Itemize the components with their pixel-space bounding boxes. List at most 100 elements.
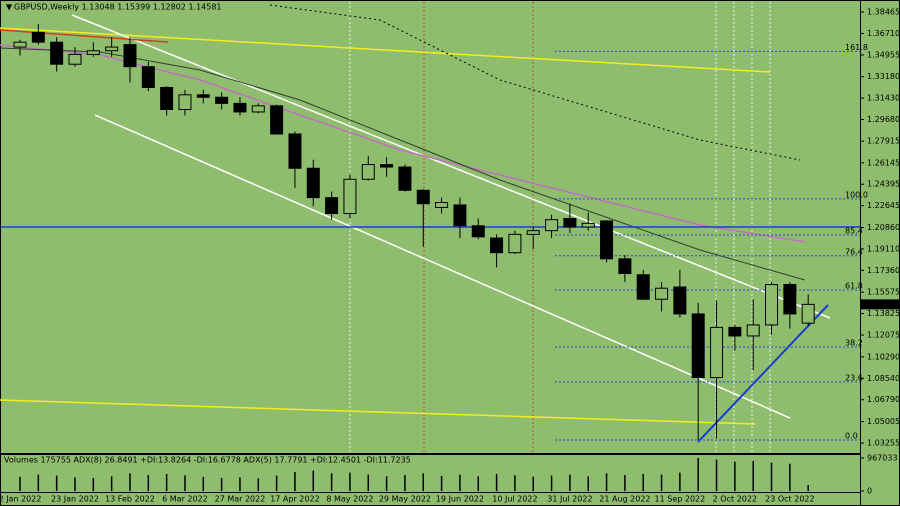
candle-body bbox=[233, 102, 247, 113]
candle-body bbox=[765, 284, 779, 326]
x-tick-label: 2 Oct 2022 bbox=[713, 495, 757, 504]
y-tick-label: 1.38465 bbox=[867, 7, 900, 16]
trendline bbox=[0, 399, 756, 425]
candle-body bbox=[563, 217, 577, 228]
title-marker: ▼ bbox=[6, 3, 13, 12]
x-tick-label: 29 May 2022 bbox=[379, 495, 431, 504]
y-tick-label: 1.19110 bbox=[867, 244, 900, 253]
candle-body bbox=[86, 50, 100, 55]
volume-label: Volumes 175755 ADX(8) 26.8491 +DI:13.826… bbox=[4, 456, 411, 465]
x-tick-label: 27 Mar 2022 bbox=[215, 495, 266, 504]
candle-body bbox=[251, 105, 265, 113]
y-tick-label: 1.29680 bbox=[867, 115, 900, 124]
y-tick-label: 1.17360 bbox=[867, 266, 900, 275]
x-tick-label: 8 May 2022 bbox=[326, 495, 373, 504]
fib-label: 0.0 bbox=[845, 432, 858, 441]
candle-body bbox=[801, 303, 815, 324]
y-tick-label: 1.20860 bbox=[867, 223, 900, 232]
candle-body bbox=[746, 324, 760, 337]
y-tick-label: 1.13825 bbox=[867, 309, 900, 318]
candle-body bbox=[123, 44, 137, 68]
candle-body bbox=[178, 94, 192, 110]
y-tick-label: 1.03255 bbox=[867, 439, 900, 448]
y-tick-label: 1.36710 bbox=[867, 29, 900, 38]
candle-body bbox=[196, 94, 210, 98]
candle-body bbox=[490, 237, 504, 254]
candle-body bbox=[31, 31, 45, 43]
candle-body bbox=[141, 66, 155, 88]
candle-body bbox=[50, 41, 64, 65]
channel-line bbox=[71, 14, 831, 319]
volume-tick-label: 0 bbox=[867, 487, 872, 496]
x-tick-label: 6 Mar 2022 bbox=[162, 495, 208, 504]
candle-body bbox=[416, 189, 430, 205]
last-price-label: 1.14581 bbox=[865, 300, 898, 309]
candle-body bbox=[453, 204, 467, 227]
candle-body bbox=[13, 41, 27, 48]
candle-body bbox=[270, 105, 284, 135]
x-tick-label: 11 Sep 2022 bbox=[655, 495, 706, 504]
candle-body bbox=[710, 326, 724, 379]
x-tick-label: 31 Jul 2022 bbox=[547, 495, 592, 504]
last-price-box bbox=[861, 299, 899, 310]
candle-body bbox=[361, 164, 375, 180]
x-tick-label: 19 Jun 2022 bbox=[436, 495, 484, 504]
candle-body bbox=[471, 225, 485, 238]
candle-body bbox=[600, 220, 614, 260]
y-tick-label: 1.06790 bbox=[867, 395, 900, 404]
y-tick-label: 1.26145 bbox=[867, 158, 900, 167]
candle-body bbox=[636, 274, 650, 300]
x-tick-label: 21 Aug 2022 bbox=[599, 495, 650, 504]
candle-body bbox=[68, 53, 82, 65]
fib-label: 76.4 bbox=[845, 247, 863, 256]
candle-body bbox=[435, 202, 449, 208]
support-line bbox=[697, 304, 829, 443]
fib-label: 61.8 bbox=[845, 282, 863, 291]
fib-label: 23.6 bbox=[845, 373, 863, 382]
y-tick-label: 1.22645 bbox=[867, 201, 900, 210]
channel-line bbox=[94, 114, 791, 419]
x-tick-label: 17 Apr 2022 bbox=[270, 495, 319, 504]
envelope-line bbox=[269, 4, 801, 161]
y-tick-label: 1.10290 bbox=[867, 352, 900, 361]
candle-body bbox=[306, 167, 320, 199]
y-tick-label: 1.33180 bbox=[867, 72, 900, 81]
candle-body bbox=[215, 96, 229, 104]
y-tick-label: 1.27915 bbox=[867, 137, 900, 146]
y-tick-label: 1.31430 bbox=[867, 94, 900, 103]
trendline bbox=[0, 27, 771, 73]
x-tick-label: 23 Jan 2022 bbox=[51, 495, 99, 504]
trendline bbox=[0, 29, 169, 43]
candle-body bbox=[673, 286, 687, 315]
time-axis bbox=[1, 493, 860, 505]
candle-body bbox=[160, 86, 174, 110]
candle-body bbox=[526, 230, 540, 235]
candle-body bbox=[380, 164, 394, 168]
fib-label: 38.2 bbox=[845, 338, 863, 347]
trendlines bbox=[0, 4, 831, 443]
candle-body bbox=[618, 258, 632, 275]
candle-body bbox=[783, 284, 797, 315]
candle-body bbox=[105, 46, 119, 52]
fib-label: 85.4 bbox=[845, 226, 863, 235]
y-tick-label: 1.05005 bbox=[867, 417, 900, 426]
candle-body bbox=[398, 166, 412, 191]
chart-title: GBPUSD,Weekly 1.13048 1.15399 1.12802 1.… bbox=[14, 3, 222, 12]
candle-body bbox=[288, 133, 302, 169]
candle-body bbox=[655, 287, 669, 300]
candle-body bbox=[691, 313, 705, 379]
candle-body bbox=[545, 219, 559, 232]
price-axis bbox=[861, 1, 899, 505]
candle-body bbox=[325, 197, 339, 215]
y-tick-label: 1.34955 bbox=[867, 50, 900, 59]
x-tick-label: 2 Jan 2022 bbox=[0, 495, 41, 504]
volume-tick-label: 967033 bbox=[867, 454, 898, 463]
y-tick-label: 1.12075 bbox=[867, 331, 900, 340]
fib-label: 161.8 bbox=[845, 43, 868, 52]
candle-body bbox=[581, 222, 595, 228]
x-tick-label: 23 Oct 2022 bbox=[765, 495, 814, 504]
x-tick-label: 13 Feb 2022 bbox=[105, 495, 155, 504]
y-tick-label: 1.15575 bbox=[867, 288, 900, 297]
y-tick-label: 1.24395 bbox=[867, 180, 900, 189]
